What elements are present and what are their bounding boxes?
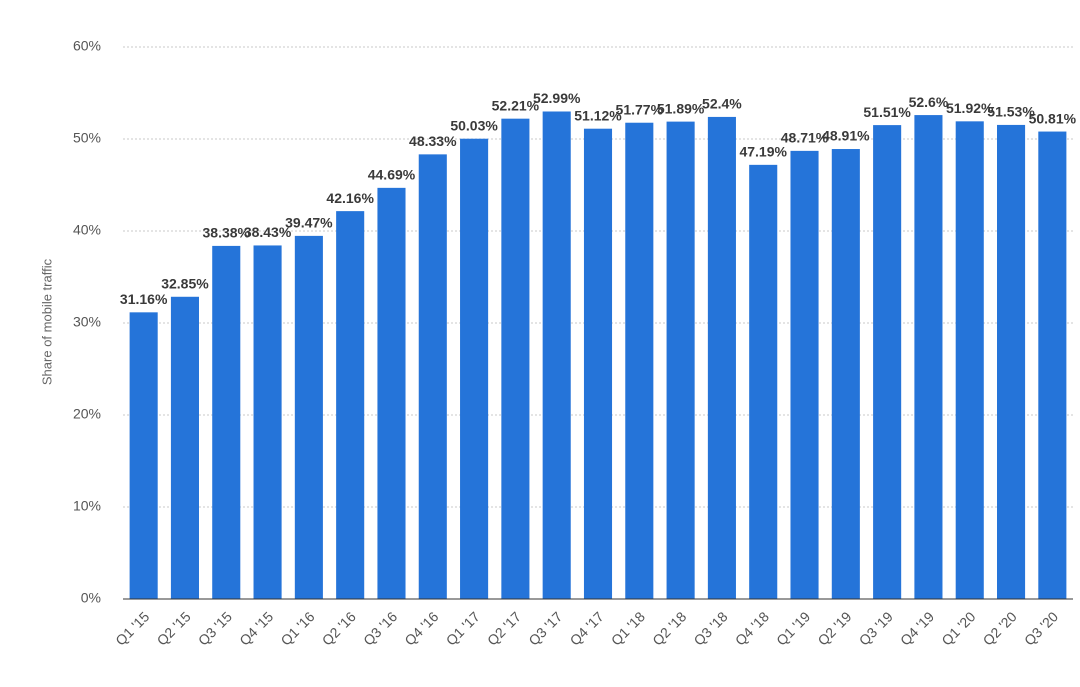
x-tick-label: Q1 '19 — [773, 608, 813, 648]
bar — [997, 124, 1026, 599]
bar — [707, 116, 736, 600]
x-tick-label: Q4 '16 — [401, 608, 441, 648]
y-tick-label: 20% — [73, 406, 101, 422]
x-tick-label: Q2 '16 — [319, 608, 359, 648]
value-label: 32.85% — [161, 275, 209, 291]
y-axis-title: Share of mobile traffic — [39, 258, 54, 385]
bar — [583, 128, 613, 600]
value-label: 51.51% — [863, 104, 911, 120]
bar — [336, 211, 365, 600]
x-tick-label: Q3 '19 — [856, 608, 896, 648]
y-tick-label: 0% — [81, 590, 101, 606]
x-tick-label: Q4 '15 — [236, 608, 276, 648]
bar — [790, 150, 819, 600]
bar — [170, 296, 199, 599]
value-label: 50.81% — [1029, 110, 1077, 126]
x-tick-label: Q4 '18 — [732, 608, 772, 648]
value-label: 48.33% — [409, 133, 457, 149]
bar — [377, 187, 406, 600]
x-tick-label: Q2 '17 — [484, 608, 524, 648]
x-tick-label: Q3 '18 — [690, 608, 730, 648]
bar — [542, 111, 571, 599]
bar — [1038, 131, 1067, 599]
value-label: 44.69% — [368, 167, 416, 183]
x-tick-label: Q1 '16 — [277, 608, 317, 648]
bar — [129, 312, 158, 599]
value-label: 42.16% — [326, 190, 374, 206]
value-label: 51.77% — [616, 101, 664, 117]
bar — [253, 245, 282, 599]
bar — [501, 118, 530, 599]
value-label: 51.12% — [574, 107, 622, 123]
y-tick-label: 60% — [73, 38, 101, 54]
x-tick-label: Q2 '20 — [980, 608, 1020, 648]
value-label: 47.19% — [739, 144, 787, 160]
bar — [294, 235, 323, 599]
bar — [749, 164, 778, 600]
x-tick-label: Q2 '18 — [649, 608, 689, 648]
x-tick-label: Q2 '19 — [814, 608, 854, 648]
y-tick-label: 30% — [73, 314, 101, 330]
value-label: 52.99% — [533, 90, 581, 106]
bar — [914, 115, 943, 599]
bar — [666, 121, 695, 599]
x-tick-label: Q3 '20 — [1021, 608, 1061, 648]
x-tick-label: Q4 '19 — [897, 608, 937, 648]
x-tick-label: Q4 '17 — [567, 608, 607, 648]
value-label: 38.43% — [244, 224, 292, 240]
value-label: 39.47% — [285, 215, 333, 231]
value-label: 48.91% — [822, 128, 870, 144]
bar — [873, 125, 902, 599]
bar — [212, 245, 241, 600]
x-tick-label: Q1 '20 — [938, 608, 978, 648]
value-label: 51.53% — [987, 104, 1035, 120]
bar — [460, 138, 489, 599]
y-tick-label: 10% — [73, 498, 101, 514]
value-label: 52.6% — [909, 94, 949, 110]
x-tick-label: Q3 '17 — [525, 608, 565, 648]
bar — [955, 121, 984, 599]
bar — [831, 149, 860, 599]
value-label: 38.38% — [203, 225, 251, 241]
x-tick-label: Q1 '15 — [112, 608, 152, 648]
x-tick-label: Q3 '16 — [360, 608, 400, 648]
x-tick-label: Q2 '15 — [154, 608, 194, 648]
bar — [625, 122, 654, 599]
value-label: 31.16% — [120, 291, 168, 307]
value-label: 48.71% — [781, 130, 829, 146]
value-label: 51.92% — [946, 100, 994, 116]
y-tick-label: 50% — [73, 130, 101, 146]
x-tick-label: Q1 '17 — [443, 608, 483, 648]
value-label: 50.03% — [450, 117, 498, 133]
x-tick-label: Q3 '15 — [195, 608, 235, 648]
value-label: 51.89% — [657, 100, 705, 116]
value-label: 52.21% — [492, 97, 540, 113]
value-label: 52.4% — [702, 96, 742, 112]
y-tick-label: 40% — [73, 222, 101, 238]
bar — [418, 154, 447, 599]
x-tick-label: Q1 '18 — [608, 608, 648, 648]
